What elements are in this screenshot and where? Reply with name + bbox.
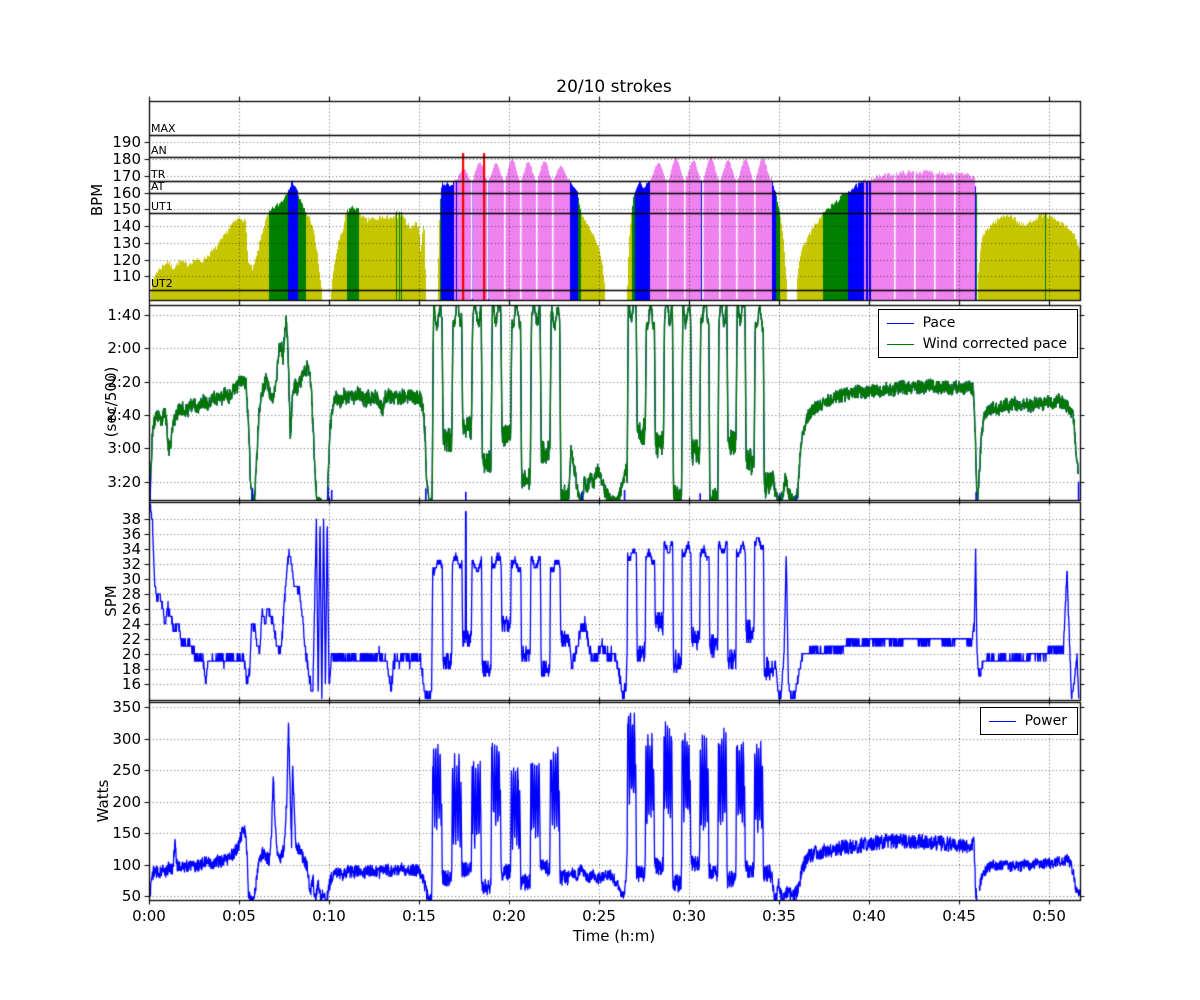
y-tick-label-heart-rate: 170 [112, 166, 141, 185]
y-tick-label-pace: 3:00 [107, 439, 141, 458]
wind-pace-line-swatch [886, 343, 914, 345]
y-tick-label-stroke-rate: 24 [121, 614, 141, 633]
y-tick-label-heart-rate: 130 [112, 233, 141, 252]
y-tick-label-power: 350 [112, 698, 141, 717]
hr-zone-label-max: MAX [151, 122, 176, 136]
x-tick-label: 0:45 [942, 907, 976, 925]
pace-legend-label: Pace [922, 315, 956, 331]
pace-line-swatch [886, 322, 914, 324]
y-tick-label-stroke-rate: 36 [121, 525, 141, 544]
x-tick-label: 0:40 [852, 907, 886, 925]
pace-legend-entry: Pace [886, 315, 1067, 331]
x-tick-label: 0:00 [132, 907, 166, 925]
x-tick-label: 0:35 [762, 907, 796, 925]
y-tick-label-stroke-rate: 28 [121, 584, 141, 603]
y-axis-label-watts: Watts [94, 779, 112, 823]
y-tick-label-stroke-rate: 38 [121, 510, 141, 529]
wind-pace-legend-label: Wind corrected pace [922, 336, 1067, 352]
y-tick-label-heart-rate: 180 [112, 149, 141, 168]
y-tick-label-power: 100 [112, 855, 141, 874]
power-line-swatch [988, 720, 1016, 722]
y-tick-label-power: 250 [112, 761, 141, 780]
y-tick-label-stroke-rate: 26 [121, 599, 141, 618]
x-tick-label: 0:05 [222, 907, 256, 925]
y-tick-label-power: 300 [112, 729, 141, 748]
hr-zone-label-ut1: UT1 [151, 199, 173, 213]
x-tick-label: 0:20 [492, 907, 526, 925]
y-tick-label-stroke-rate: 16 [121, 674, 141, 693]
chart-title: 20/10 strokes [556, 77, 672, 97]
y-tick-label-power: 200 [112, 792, 141, 811]
y-tick-label-stroke-rate: 22 [121, 629, 141, 648]
power-legend-label: Power [1024, 713, 1067, 729]
y-tick-label-stroke-rate: 18 [121, 659, 141, 678]
y-tick-label-heart-rate: 140 [112, 217, 141, 236]
y-tick-label-heart-rate: 150 [112, 200, 141, 219]
power-legend-entry: Power [988, 713, 1067, 729]
y-tick-label-pace: 2:00 [107, 339, 141, 358]
hr-zone-label-tr: TR [151, 167, 166, 181]
wind-pace-legend-entry: Wind corrected pace [886, 336, 1067, 352]
hr-zone-label-at: AT [151, 179, 165, 193]
x-tick-label: 0:30 [672, 907, 706, 925]
x-tick-label: 0:25 [582, 907, 616, 925]
y-axis-label-spm: SPM [102, 585, 120, 617]
y-tick-label-stroke-rate: 20 [121, 644, 141, 663]
y-tick-label-stroke-rate: 32 [121, 555, 141, 573]
y-tick-label-heart-rate: 160 [112, 183, 141, 202]
y-tick-label-pace: 1:40 [107, 306, 141, 324]
y-tick-label-stroke-rate: 30 [121, 569, 141, 588]
power-legend: Power [979, 707, 1078, 735]
y-tick-label-heart-rate: 120 [112, 250, 141, 269]
y-tick-label-pace: 3:20 [107, 472, 141, 491]
y-tick-label-stroke-rate: 34 [121, 540, 141, 559]
y-tick-label-pace: 2:20 [107, 372, 141, 391]
y-axis-label-bpm: BPM [88, 183, 106, 217]
x-axis-label: Time (h:m) [572, 927, 656, 945]
y-tick-label-power: 150 [112, 824, 141, 843]
x-tick-label: 0:50 [1032, 907, 1066, 925]
x-tick-label: 0:10 [312, 907, 346, 925]
hr-zone-label-an: AN [151, 144, 167, 158]
hr-zone-label-ut2: UT2 [151, 276, 173, 290]
y-tick-label-power: 50 [121, 887, 141, 906]
y-tick-label-pace: 2:40 [107, 406, 141, 424]
y-tick-label-heart-rate: 190 [112, 133, 141, 152]
y-tick-label-heart-rate: 110 [112, 267, 141, 286]
pace-legend: Pace Wind corrected pace [877, 309, 1078, 358]
x-tick-label: 0:15 [402, 907, 436, 925]
